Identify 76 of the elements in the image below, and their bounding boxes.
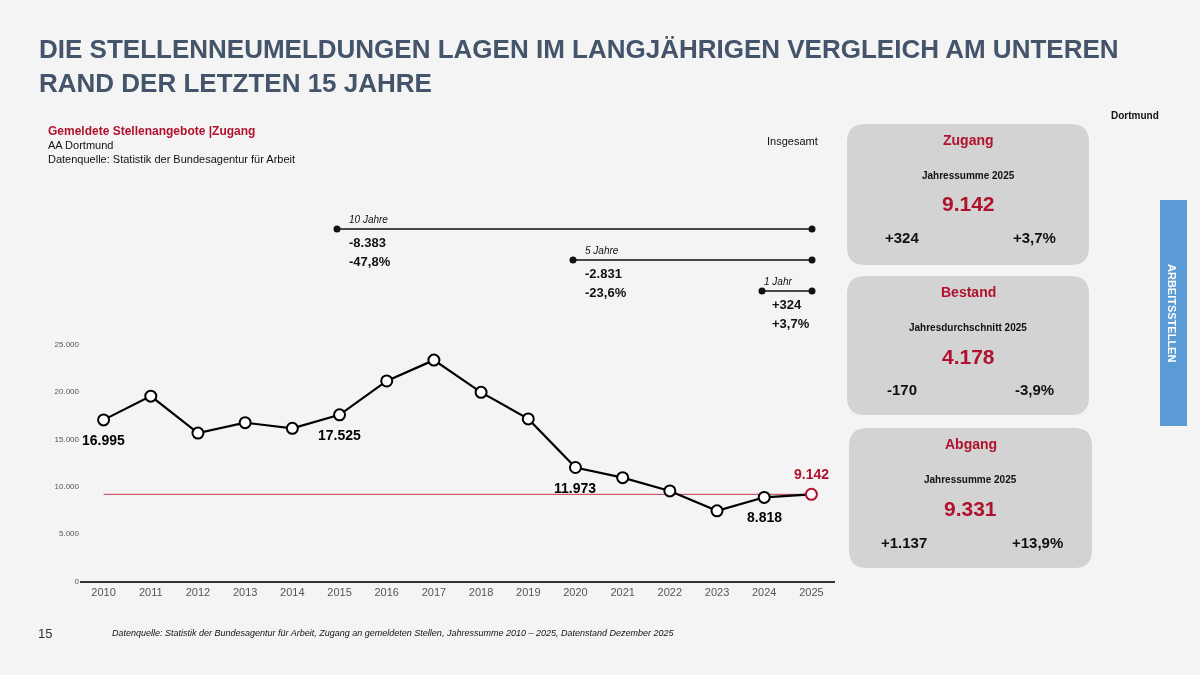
x-tick-label: 2024	[751, 586, 777, 599]
point	[616, 471, 630, 485]
point	[568, 461, 582, 474]
text: 9.142	[942, 192, 995, 215]
y-tick-label: 15.000	[54, 434, 80, 444]
point	[804, 487, 818, 501]
point	[238, 416, 252, 430]
x-tick-label: 2010	[91, 586, 116, 599]
text: +1.137	[881, 534, 928, 551]
point	[144, 389, 158, 403]
point	[757, 490, 771, 504]
point	[474, 385, 488, 399]
text: Bestand	[941, 284, 997, 300]
point	[521, 412, 535, 426]
text: -47,8%	[349, 254, 391, 269]
point	[285, 421, 299, 435]
x-tick-label: 2025	[799, 586, 824, 599]
point	[333, 408, 347, 422]
text: -2.831	[585, 266, 622, 281]
chart-title: DIE STELLENNEUMELDUNGEN LAGEN IM LANGJÄHRIGEN VERGLEICH AM UNTEREN RAND DER LETZTEN 15 JAHRE	[39, 34, 1119, 98]
x-tick-label: 2020	[563, 586, 588, 599]
text: Jahresdurchschnitt 2025	[909, 322, 1028, 333]
text: Jahressumme 2025	[924, 474, 1017, 485]
x-tick-label: 2022	[657, 586, 683, 599]
text: 1 Jahr	[764, 276, 793, 287]
text: 15	[38, 626, 53, 641]
text: +3,7%	[1013, 229, 1056, 246]
text: -8.383	[349, 235, 386, 250]
text: +324	[885, 229, 920, 246]
data-label: 11.973	[554, 480, 597, 496]
text: +3,7%	[772, 316, 810, 331]
point	[710, 504, 724, 518]
text: 5 Jahre	[585, 245, 619, 256]
text: Zugang	[943, 132, 994, 148]
y-tick-label: 20.000	[54, 387, 80, 397]
text: Jahressumme 2025	[922, 170, 1015, 181]
x-tick-label: 2014	[280, 586, 305, 599]
text: 10 Jahre	[349, 214, 389, 225]
data-label: 16.995	[82, 432, 126, 448]
text: Abgang	[945, 436, 998, 452]
text: ARBEITSSTELLEN	[1166, 264, 1178, 363]
x-tick-label: 2011	[138, 586, 163, 599]
x-tick-label: 2019	[516, 586, 541, 599]
text: -3,9%	[1015, 381, 1055, 398]
x-tick-label: 2023	[704, 586, 730, 599]
text: Datenquelle: Statistik der Bundesagentur für Arbeit	[48, 153, 296, 165]
data-label: 9.142	[794, 466, 830, 482]
x-tick-label: 2015	[327, 586, 352, 599]
y-tick-label: 0	[74, 576, 80, 586]
text: -23,6%	[585, 285, 627, 300]
point	[191, 426, 205, 440]
data-label: 8.818	[747, 509, 783, 525]
point	[97, 413, 111, 427]
x-tick-label: 2018	[468, 586, 494, 599]
text: Datenquelle: Statistik der Bundesagentur für Arbeit, Zugang an gemeldeten Stellen, Jahressumme 2010 – 2025, Datenstand Dezember 2025	[112, 628, 675, 638]
y-tick-label: 5.000	[58, 529, 80, 539]
chart-subtitle: Gemeldete Stellenangebote |Zugang	[48, 124, 256, 138]
text: -170	[887, 381, 918, 398]
point	[663, 484, 677, 498]
text: 4.178	[942, 345, 995, 368]
text: Dortmund	[1111, 110, 1159, 121]
text: +13,9%	[1012, 534, 1064, 551]
x-tick-label: 2013	[232, 586, 258, 599]
x-tick-label: 2016	[374, 586, 399, 599]
text: 9.331	[944, 497, 997, 520]
x-tick-label: 2012	[185, 586, 211, 599]
y-tick-label: 10.000	[54, 482, 80, 491]
text: Insgesamt	[767, 135, 818, 147]
point	[380, 374, 394, 388]
text: AA Dortmund	[48, 139, 114, 151]
x-tick-label: 2021	[610, 586, 635, 599]
y-tick-label: 25.000	[54, 339, 80, 349]
x-tick-label: 2017	[421, 586, 447, 599]
text: +324	[772, 297, 803, 312]
data-label: 17.525	[318, 427, 362, 443]
point	[427, 353, 441, 367]
